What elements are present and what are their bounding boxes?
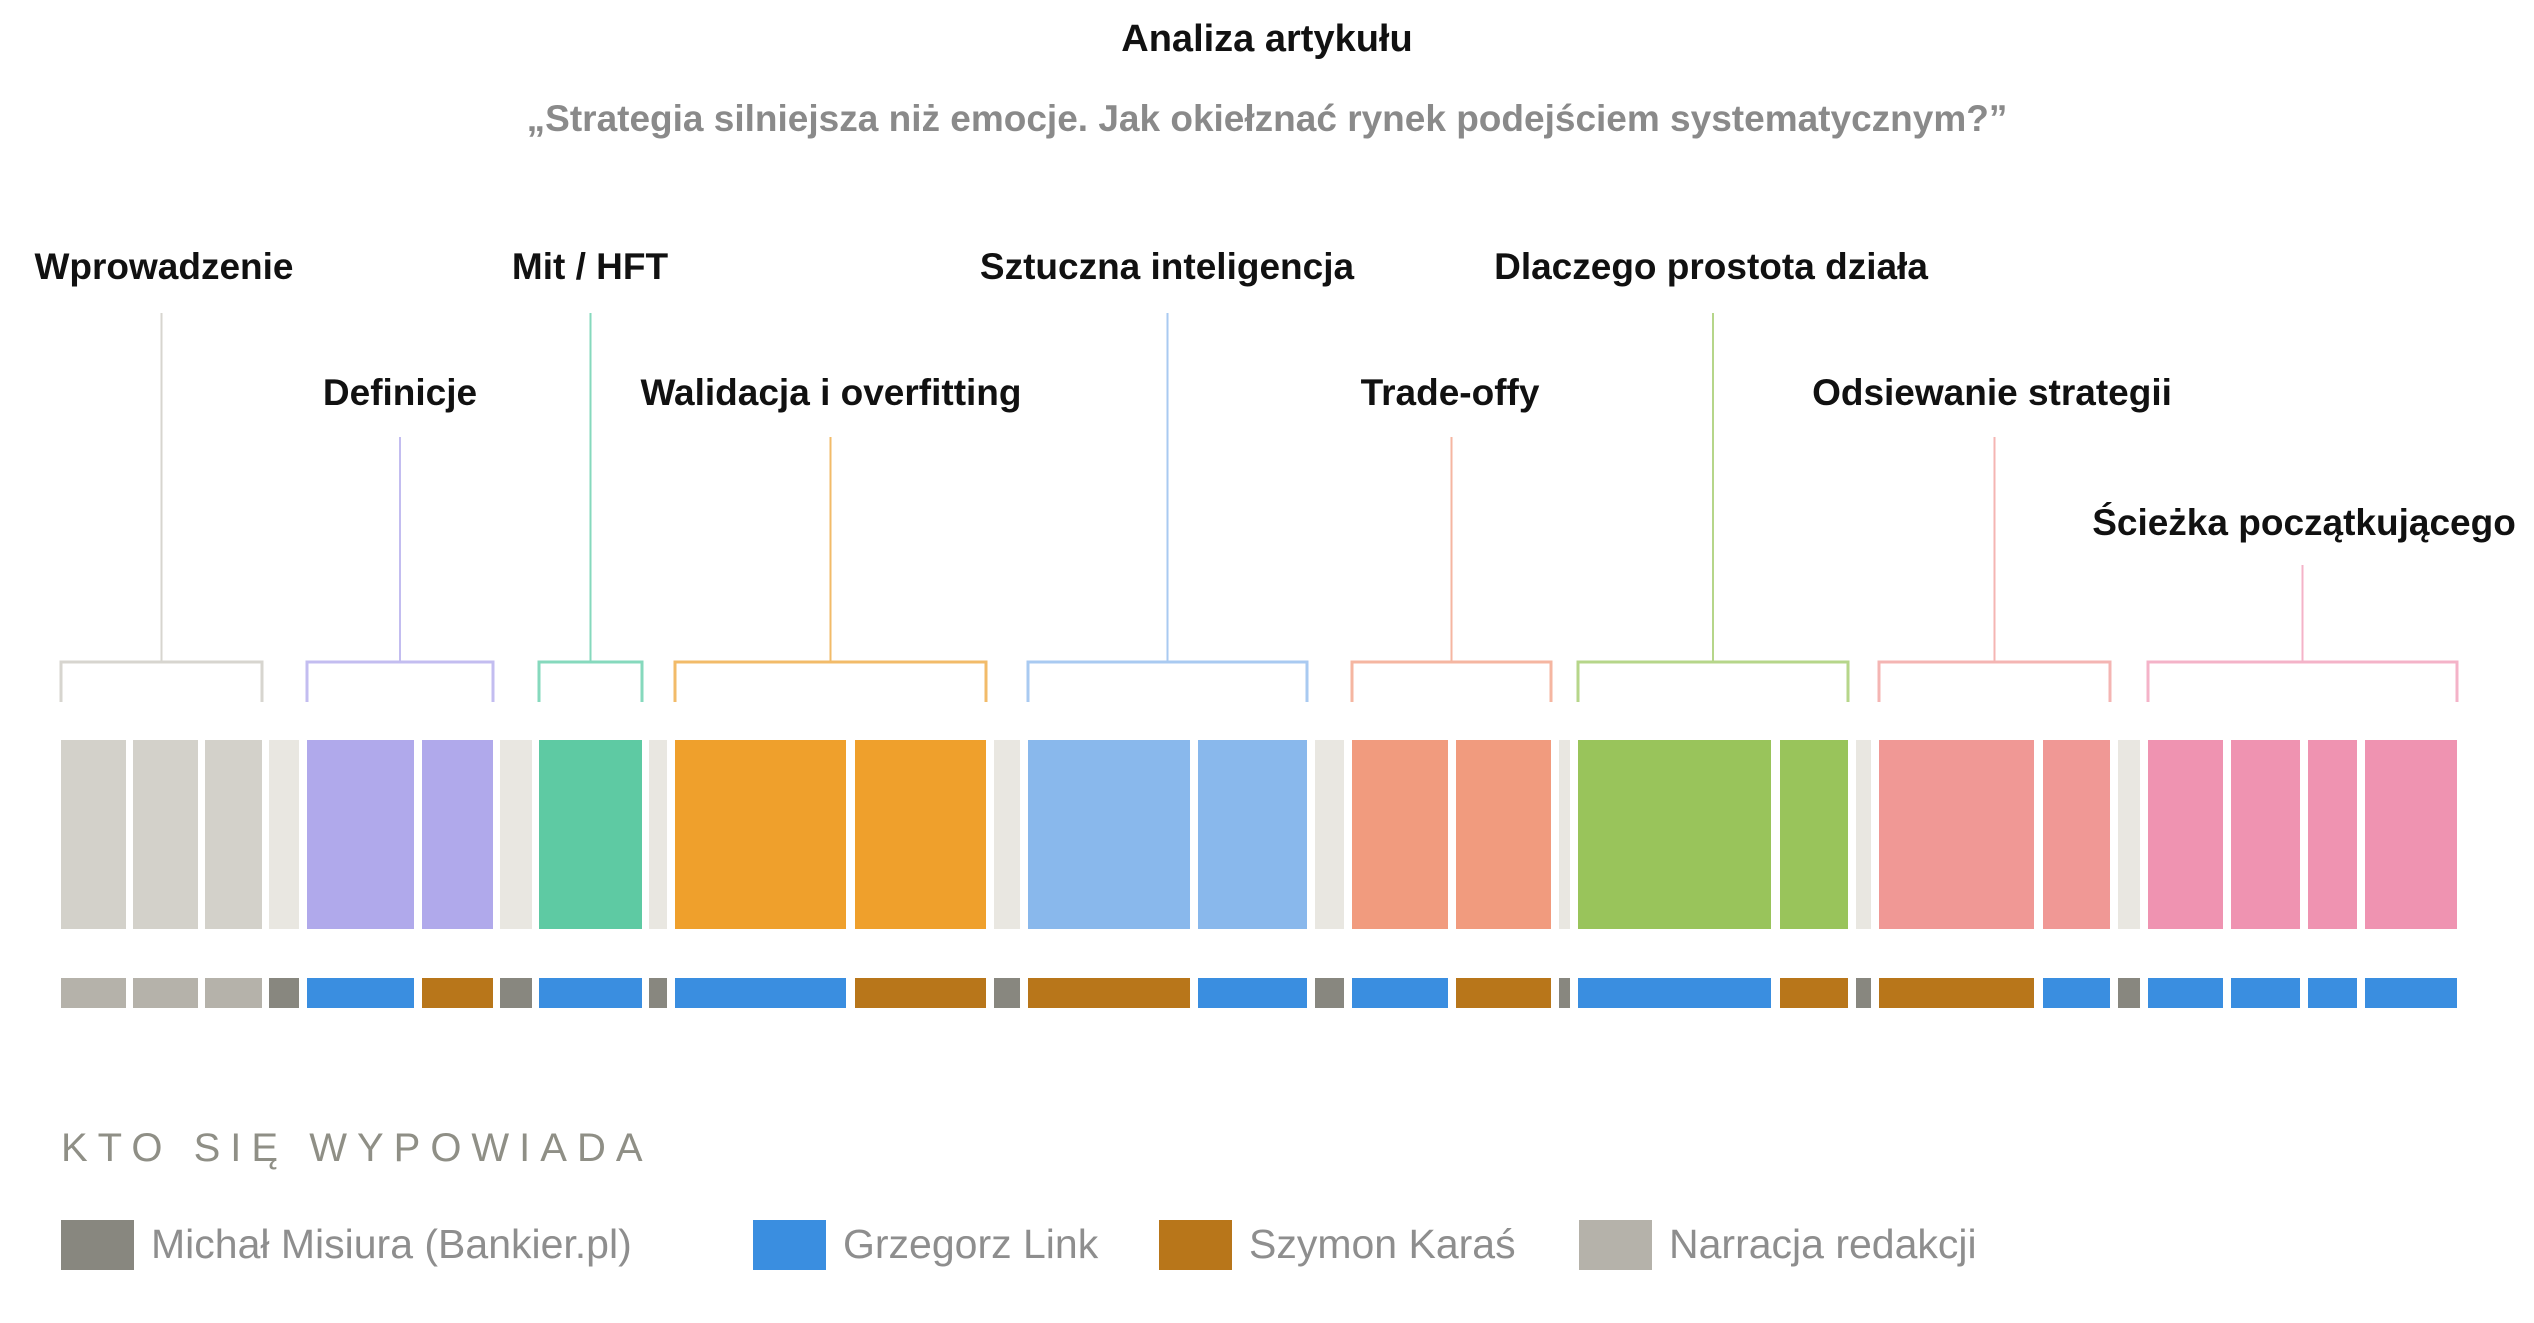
- speaker-segment-narration: [61, 978, 126, 1008]
- speaker-segment-karas: [1780, 978, 1848, 1008]
- content-block-definicje: [422, 740, 493, 929]
- legend-swatch-link: [753, 1220, 826, 1270]
- speaker-segment-misiura: [2118, 978, 2140, 1008]
- legend-swatch-narracja: [1579, 1220, 1652, 1270]
- section-label-mit-hft: Mit / HFT: [512, 246, 669, 287]
- content-block-wprowadzenie: [133, 740, 198, 929]
- speaker-segment-karas: [1456, 978, 1551, 1008]
- content-block-trade-offy: [1456, 740, 1551, 929]
- content-blocks: [61, 740, 2457, 929]
- content-block-prostota: [1578, 740, 1771, 929]
- transition-block: [994, 740, 1020, 929]
- content-block-wprowadzenie: [61, 740, 126, 929]
- content-block-sztuczna-inteligencja: [1028, 740, 1190, 929]
- content-block-sciezka: [2308, 740, 2357, 929]
- transition-block: [649, 740, 667, 929]
- bracket-trade-offy: [1350, 660, 1553, 702]
- speaker-strip: [61, 978, 2457, 1008]
- speaker-segment-link: [2365, 978, 2457, 1008]
- content-block-sztuczna-inteligencja: [1198, 740, 1307, 929]
- bracket-mit-hft: [537, 660, 644, 702]
- content-block-walidacja: [855, 740, 986, 929]
- transition-block: [1559, 740, 1570, 929]
- section-label-walidacja: Walidacja i overfitting: [640, 372, 1021, 413]
- content-block-wprowadzenie: [205, 740, 262, 929]
- speaker-segment-link: [539, 978, 642, 1008]
- diagram-title: Analiza artykułu: [1121, 18, 1412, 60]
- speaker-segment-misiura: [1559, 978, 1570, 1008]
- legend-swatch-misiura: [61, 1220, 134, 1270]
- section-label-definicje: Definicje: [323, 372, 477, 413]
- bracket-sciezka: [2146, 660, 2459, 702]
- legend-heading: KTO SIĘ WYPOWIADA: [61, 1126, 653, 1170]
- transition-block: [269, 740, 299, 929]
- speaker-segment-misiura: [269, 978, 299, 1008]
- legend-swatch-karas: [1159, 1220, 1232, 1270]
- speaker-segment-link: [675, 978, 846, 1008]
- speaker-segment-link: [1578, 978, 1771, 1008]
- content-block-definicje: [307, 740, 414, 929]
- section-brackets: [59, 660, 2459, 702]
- section-labels: Wprowadzenie Definicje Mit / HFT Walidac…: [34, 246, 2515, 543]
- speaker-segment-link: [2308, 978, 2357, 1008]
- speaker-segment-link: [2148, 978, 2223, 1008]
- speaker-segment-karas: [422, 978, 493, 1008]
- speaker-segment-link: [1198, 978, 1307, 1008]
- speaker-segment-misiura: [1856, 978, 1871, 1008]
- content-block-trade-offy: [1352, 740, 1448, 929]
- legend-label-karas: Szymon Karaś: [1249, 1221, 1516, 1267]
- content-block-sciezka: [2231, 740, 2300, 929]
- content-block-walidacja: [675, 740, 846, 929]
- speaker-segment-link: [2231, 978, 2300, 1008]
- section-label-prostota: Dlaczego prostota działa: [1494, 246, 1928, 287]
- legend: KTO SIĘ WYPOWIADA Michał Misiura (Bankie…: [61, 1126, 1977, 1270]
- speaker-segment-narration: [205, 978, 262, 1008]
- speaker-segment-link: [2043, 978, 2110, 1008]
- speaker-segment-link: [307, 978, 414, 1008]
- content-block-mit-hft: [539, 740, 642, 929]
- legend-label-link: Grzegorz Link: [843, 1221, 1099, 1267]
- transition-block: [1315, 740, 1344, 929]
- transition-block: [1856, 740, 1871, 929]
- bracket-definicje: [305, 660, 495, 702]
- bracket-sztuczna-inteligencja: [1026, 660, 1309, 702]
- bracket-prostota: [1576, 660, 1850, 702]
- bracket-walidacja: [673, 660, 988, 702]
- section-connectors: [160, 313, 2304, 662]
- speaker-segment-narration: [133, 978, 198, 1008]
- section-label-sztuczna-inteligencja: Sztuczna inteligencja: [980, 246, 1355, 287]
- content-block-prostota: [1780, 740, 1848, 929]
- section-label-odsiewanie: Odsiewanie strategii: [1812, 372, 2172, 413]
- bracket-odsiewanie: [1877, 660, 2112, 702]
- section-label-sciezka: Ścieżka początkującego: [2092, 501, 2516, 543]
- legend-label-misiura: Michał Misiura (Bankier.pl): [151, 1221, 632, 1267]
- content-block-odsiewanie: [1879, 740, 2034, 929]
- transition-block: [500, 740, 532, 929]
- speaker-segment-link: [1352, 978, 1448, 1008]
- speaker-segment-karas: [1879, 978, 2034, 1008]
- speaker-segment-misiura: [500, 978, 532, 1008]
- diagram-subtitle: „Strategia silniejsza niż emocje. Jak ok…: [527, 98, 2008, 139]
- speaker-segment-misiura: [649, 978, 667, 1008]
- section-label-trade-offy: Trade-offy: [1361, 372, 1540, 413]
- section-label-wprowadzenie: Wprowadzenie: [34, 246, 293, 287]
- bracket-wprowadzenie: [59, 660, 264, 702]
- speaker-segment-misiura: [1315, 978, 1344, 1008]
- legend-label-narracja: Narracja redakcji: [1669, 1221, 1977, 1267]
- content-block-sciezka: [2365, 740, 2457, 929]
- speaker-segment-karas: [855, 978, 986, 1008]
- content-block-odsiewanie: [2043, 740, 2110, 929]
- content-block-sciezka: [2148, 740, 2223, 929]
- transition-block: [2118, 740, 2140, 929]
- speaker-segment-misiura: [994, 978, 1020, 1008]
- speaker-segment-karas: [1028, 978, 1190, 1008]
